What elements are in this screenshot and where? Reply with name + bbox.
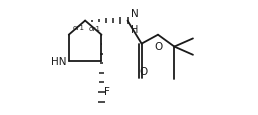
Text: O: O: [139, 67, 147, 77]
Text: F: F: [104, 86, 110, 96]
Text: O: O: [155, 42, 163, 52]
Text: H: H: [131, 25, 138, 35]
Text: or1: or1: [89, 26, 101, 32]
Text: N: N: [131, 9, 139, 19]
Text: HN: HN: [52, 57, 67, 67]
Text: or1: or1: [72, 25, 84, 31]
